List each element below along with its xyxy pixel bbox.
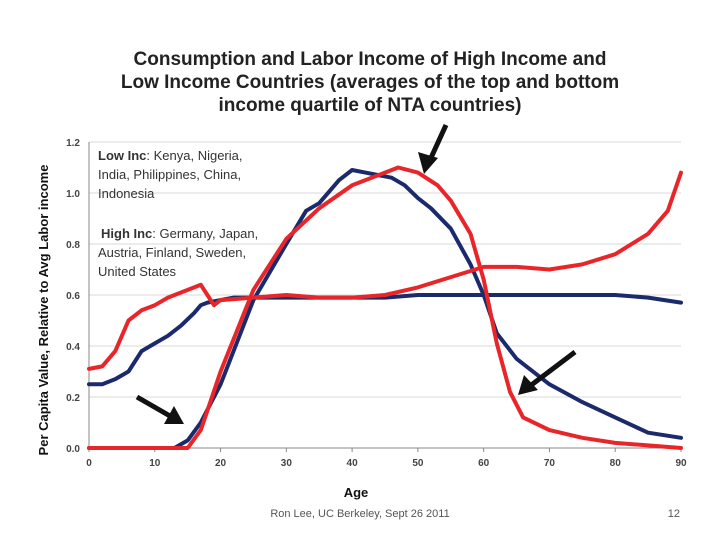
x-tick-label: 50 <box>412 458 424 469</box>
x-tick-label: 20 <box>215 458 227 469</box>
svg-text:Low Inc: Kenya, Nigeria,: Low Inc: Kenya, Nigeria, <box>98 148 243 163</box>
title-line-3: income quartile of NTA countries) <box>218 95 522 116</box>
x-tick-label: 40 <box>347 458 359 469</box>
svg-text:High Inc: Germany, Japan,: High Inc: Germany, Japan, <box>101 226 258 241</box>
title-line-1: Consumption and Labor Income of High Inc… <box>133 49 607 70</box>
footer-credit: Ron Lee, UC Berkeley, Sept 26 2011 <box>270 508 450 520</box>
gridlines <box>89 141 681 398</box>
y-tick-label: 0.4 <box>66 342 80 353</box>
y-tick-label: 0.6 <box>66 291 80 302</box>
chart-title: Consumption and Labor Income of High Inc… <box>80 48 660 117</box>
title-line-2: Low Income Countries (averages of the to… <box>120 72 620 93</box>
pointer-arrows <box>135 123 577 424</box>
arrow-down-left-icon <box>518 350 577 395</box>
low-inc-line-2: India, Philippines, China, <box>98 167 241 182</box>
series-high-inc-consumption <box>87 170 683 371</box>
x-tick-label: 80 <box>610 458 622 469</box>
arrow-down-icon <box>418 123 449 174</box>
low-inc-label: Low Inc <box>98 148 146 163</box>
y-tick-label: 1.0 <box>66 189 80 200</box>
x-tick-label: 70 <box>544 458 556 469</box>
tick-labels: 0.0 0.2 0.4 0.6 0.8 1.0 1.2 0 10 20 30 40 50 60 70 80 90 <box>66 138 687 469</box>
y-axis-title: Per Capita Value, Relative to Avg Labor … <box>36 165 51 456</box>
x-tick-label: 10 <box>149 458 161 469</box>
low-inc-line-3: Indonesia <box>98 186 155 201</box>
low-inc-line-1: : Kenya, Nigeria, <box>146 148 242 163</box>
y-tick-label: 0.2 <box>66 393 80 404</box>
x-axis-title: Age <box>344 485 369 500</box>
series-low-inc-consumption <box>87 293 683 387</box>
high-inc-line-1: : Germany, Japan, <box>152 226 258 241</box>
y-tick-label: 0.0 <box>66 444 80 455</box>
high-inc-label: High Inc <box>101 226 152 241</box>
page-number: 12 <box>667 508 680 520</box>
arrow-down-right-icon <box>135 394 184 424</box>
low-inc-annotation: Low Inc: Kenya, Nigeria, India, Philippi… <box>98 148 243 201</box>
high-inc-line-3: United States <box>98 264 177 279</box>
y-tick-label: 1.2 <box>66 138 80 149</box>
x-tick-label: 60 <box>478 458 490 469</box>
x-tick-label: 30 <box>281 458 293 469</box>
series-lines <box>87 165 683 450</box>
series-low-inc-labor-income <box>87 168 683 450</box>
high-inc-annotation: High Inc: Germany, Japan, Austria, Finla… <box>98 226 258 279</box>
y-tick-label: 0.8 <box>66 240 80 251</box>
x-tick-label: 90 <box>675 458 687 469</box>
x-tick-label: 0 <box>86 458 92 469</box>
high-inc-line-2: Austria, Finland, Sweden, <box>98 245 246 260</box>
series-high-inc-labor-income <box>87 165 683 450</box>
